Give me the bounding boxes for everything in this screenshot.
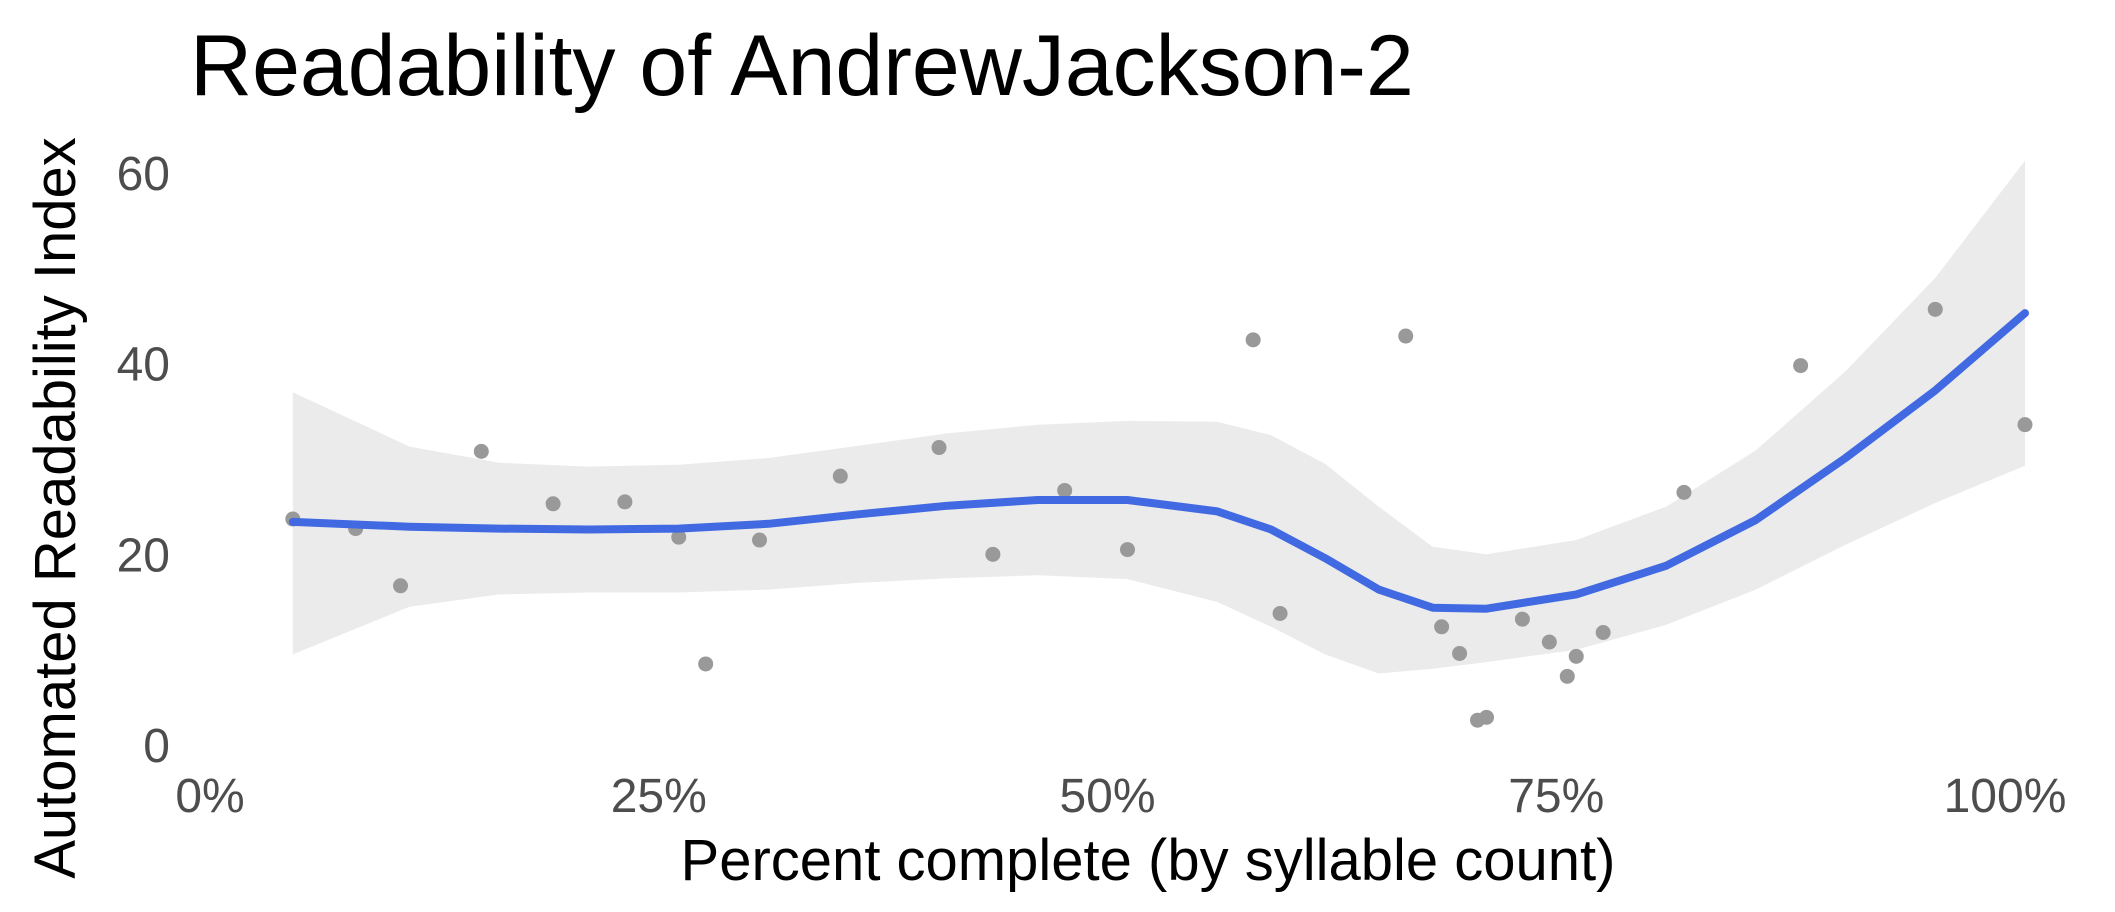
- data-point-27: [1676, 484, 1692, 500]
- data-points: [285, 301, 2033, 728]
- y-tick-label-20: 20: [117, 529, 170, 582]
- data-point-30: [2017, 417, 2033, 433]
- data-point-6: [617, 494, 633, 510]
- data-point-26: [1595, 625, 1611, 641]
- confidence-band: [292, 160, 2025, 674]
- y-tick-label-0: 0: [143, 720, 170, 773]
- x-tick-label-25: 25%: [611, 770, 707, 823]
- x-tick-label-100: 100%: [1944, 770, 2067, 823]
- x-tick-label-0: 0%: [175, 770, 244, 823]
- y-axis-title: Automated Readability Index: [23, 137, 88, 879]
- x-tick-label-50: 50%: [1059, 770, 1155, 823]
- y-tick-label-60: 60: [117, 148, 170, 201]
- data-point-22: [1514, 611, 1530, 627]
- data-point-28: [1793, 358, 1809, 374]
- data-point-18: [1434, 619, 1450, 635]
- x-axis-title: Percent complete (by syllable count): [681, 828, 1616, 893]
- data-point-23: [1541, 634, 1557, 650]
- data-point-9: [752, 532, 768, 548]
- data-point-21: [1479, 709, 1494, 725]
- data-point-3: [393, 578, 409, 594]
- data-point-16: [1272, 605, 1288, 621]
- y-axis-ticks: 0 20 40 60: [117, 148, 170, 773]
- data-point-29: [1927, 301, 1943, 317]
- data-point-5: [545, 496, 561, 512]
- data-point-8: [698, 656, 714, 672]
- data-point-17: [1398, 328, 1414, 344]
- data-point-13: [1057, 482, 1073, 498]
- chart-title: Readability of AndrewJackson-2: [190, 18, 1414, 114]
- smooth-trend-line: [288, 309, 2029, 613]
- x-tick-label-75: 75%: [1508, 770, 1604, 823]
- data-point-4: [473, 443, 489, 459]
- data-point-12: [985, 546, 1001, 562]
- data-point-11: [931, 440, 947, 456]
- x-axis-ticks: 0% 25% 50% 75% 100%: [175, 770, 2066, 823]
- data-point-15: [1245, 332, 1261, 348]
- data-point-24: [1559, 668, 1575, 684]
- data-point-25: [1568, 648, 1584, 664]
- data-point-7: [671, 529, 687, 545]
- data-point-10: [832, 468, 848, 484]
- y-tick-label-40: 40: [117, 339, 170, 392]
- data-point-14: [1120, 542, 1135, 558]
- data-point-19: [1452, 645, 1468, 661]
